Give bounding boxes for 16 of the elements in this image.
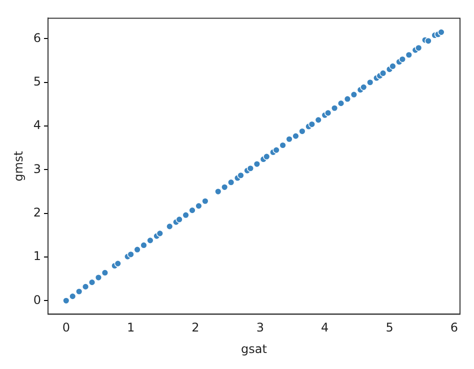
y-axis-title: gmst <box>11 150 26 182</box>
y-tick-label: 2 <box>33 205 42 220</box>
x-tick-label: 0 <box>62 320 70 335</box>
x-tick-label: 4 <box>321 320 329 335</box>
y-tick-label: 6 <box>33 30 42 45</box>
x-tick-label: 5 <box>386 320 394 335</box>
x-tick-label: 1 <box>126 320 135 335</box>
x-tick-label: 2 <box>192 320 200 335</box>
x-tick-label: 6 <box>450 320 458 335</box>
y-tick-label: 5 <box>33 74 42 88</box>
y-tick-label: 3 <box>33 162 42 176</box>
y-tick-label: 0 <box>33 292 42 307</box>
x-tick-label: 3 <box>256 320 264 335</box>
y-tick-label: 1 <box>33 249 42 264</box>
y-tick-label: 4 <box>33 118 42 132</box>
x-axis-title: gsat <box>241 342 268 356</box>
